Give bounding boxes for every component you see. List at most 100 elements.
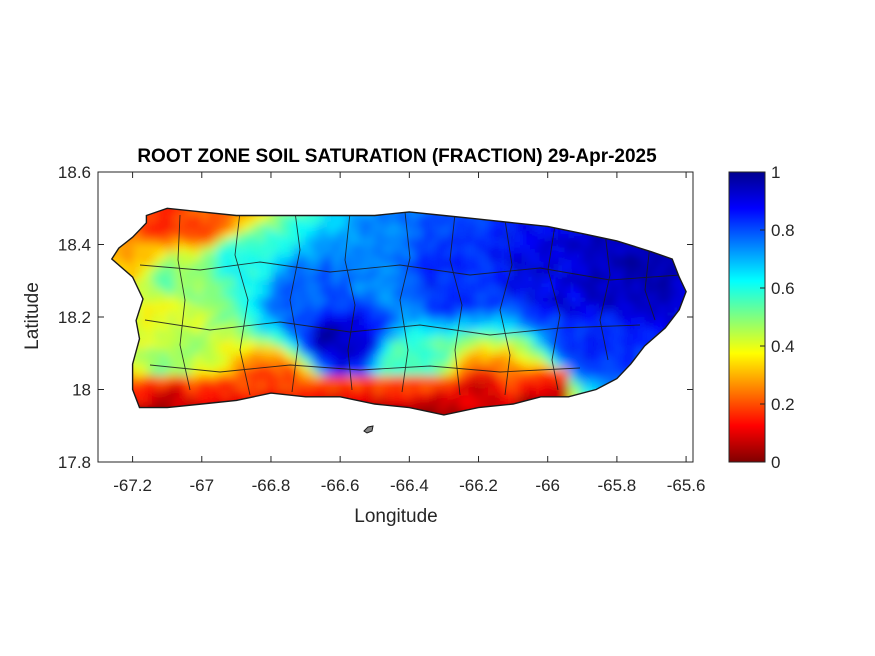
saturation-cell (388, 382, 397, 391)
saturation-cell (513, 280, 522, 289)
saturation-cell (333, 389, 342, 398)
saturation-cell (402, 259, 411, 267)
saturation-cell (464, 302, 473, 311)
saturation-cell (402, 273, 411, 282)
saturation-cell (485, 382, 494, 391)
saturation-cell (693, 310, 701, 318)
saturation-cell (215, 396, 224, 405)
saturation-cell (644, 288, 653, 296)
saturation-cell (540, 244, 549, 253)
saturation-cell (174, 375, 183, 383)
saturation-cell (568, 382, 577, 391)
saturation-cell (499, 317, 508, 325)
saturation-cell (271, 375, 279, 383)
saturation-cell (540, 280, 549, 289)
saturation-cell (312, 295, 321, 304)
saturation-cell (243, 382, 252, 391)
saturation-cell (513, 230, 522, 238)
saturation-cell (326, 324, 335, 333)
saturation-cell (215, 222, 224, 231)
saturation-cell (499, 259, 508, 267)
saturation-cell (533, 324, 542, 333)
saturation-cell (250, 280, 259, 289)
saturation-cell (623, 288, 632, 296)
saturation-cell (291, 237, 300, 246)
saturation-cell (533, 273, 542, 282)
saturation-cell (603, 309, 612, 318)
saturation-cell (139, 382, 148, 391)
saturation-cell (312, 259, 321, 267)
saturation-cell (215, 280, 224, 289)
saturation-cell (319, 338, 328, 347)
saturation-cell (603, 295, 612, 304)
saturation-cell (222, 338, 231, 347)
saturation-cell (174, 309, 183, 318)
saturation-cell (651, 251, 660, 260)
saturation-cell (236, 360, 245, 369)
saturation-cell (284, 338, 293, 347)
saturation-cell (215, 353, 224, 362)
saturation-cell (298, 288, 307, 296)
saturation-cell (201, 382, 210, 391)
saturation-cell (264, 280, 272, 289)
saturation-cell (409, 309, 418, 318)
saturation-cell (506, 346, 515, 354)
saturation-cell (520, 382, 528, 391)
saturation-cell (610, 244, 618, 253)
saturation-cell (430, 244, 439, 253)
saturation-cell (457, 251, 466, 260)
saturation-cell (111, 251, 120, 260)
saturation-cell (257, 324, 266, 333)
saturation-cell (250, 251, 259, 260)
saturation-cell (630, 273, 639, 282)
saturation-cell (374, 222, 383, 231)
saturation-cell (381, 251, 390, 260)
saturation-cell (167, 251, 176, 260)
saturation-cell (672, 273, 681, 282)
saturation-cell (520, 346, 528, 354)
saturation-cell (450, 324, 459, 333)
saturation-cell (402, 295, 411, 304)
saturation-cell (554, 295, 563, 304)
saturation-cell (513, 324, 522, 333)
saturation-cell (271, 367, 279, 376)
saturation-cell (277, 244, 286, 253)
saturation-cell (554, 230, 563, 238)
saturation-cell (250, 309, 259, 318)
saturation-cell (589, 237, 598, 246)
saturation-cell (527, 259, 535, 267)
saturation-cell (547, 346, 556, 354)
saturation-cell (443, 309, 452, 318)
saturation-cell (305, 280, 314, 289)
saturation-cell (374, 280, 383, 289)
saturation-cell (430, 360, 439, 369)
saturation-cell (616, 309, 625, 318)
saturation-cell (236, 288, 245, 296)
saturation-cell (347, 338, 356, 347)
saturation-cell (575, 346, 584, 354)
saturation-cell (561, 360, 570, 369)
saturation-cell (430, 317, 439, 325)
saturation-cell (457, 237, 466, 246)
saturation-cell (305, 309, 314, 318)
saturation-cell (464, 389, 473, 398)
saturation-cell (450, 230, 459, 238)
saturation-cell (291, 317, 300, 325)
saturation-cell (527, 309, 535, 318)
saturation-cell (146, 331, 155, 340)
saturation-cell (644, 266, 653, 275)
saturation-cell (215, 244, 224, 253)
saturation-cell (319, 375, 328, 383)
saturation-cell (568, 295, 577, 304)
saturation-cell (464, 266, 473, 275)
saturation-cell (637, 302, 646, 311)
saturation-cell (527, 331, 535, 340)
saturation-cell (395, 389, 404, 398)
saturation-cell (257, 338, 266, 347)
saturation-cell (174, 317, 183, 325)
saturation-cell (132, 367, 141, 376)
saturation-cell (388, 353, 397, 362)
saturation-cell (485, 317, 494, 325)
saturation-cell (333, 317, 342, 325)
saturation-cell (319, 346, 328, 354)
